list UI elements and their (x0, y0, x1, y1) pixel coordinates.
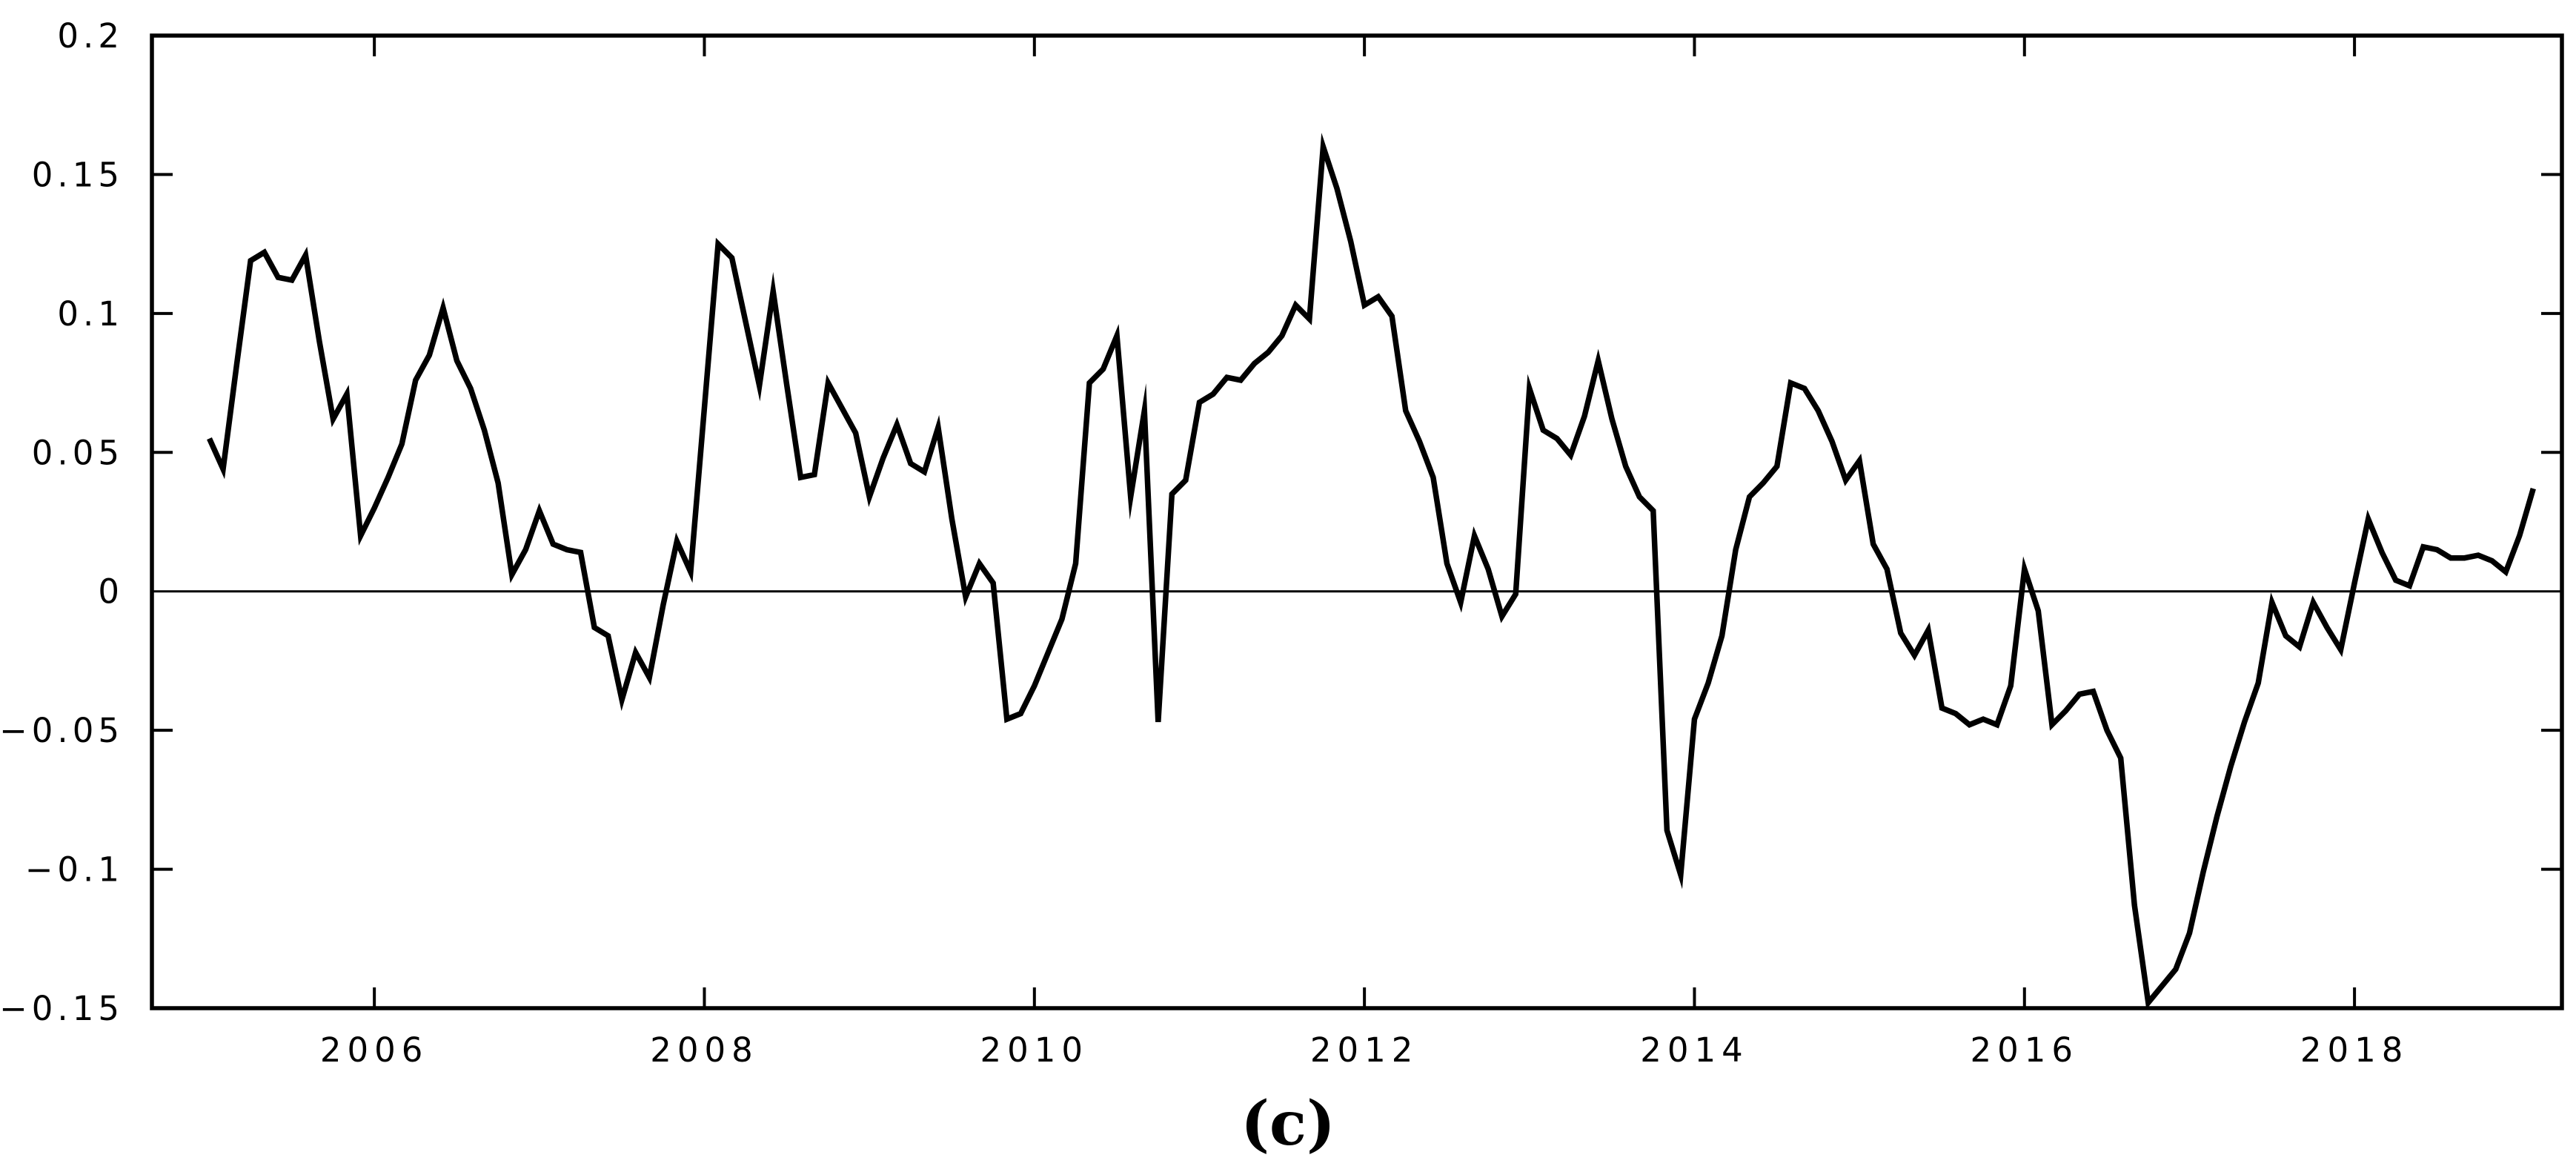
x-tick-label: 2008 (650, 1030, 759, 1070)
y-tick-label: −0.15 (0, 989, 124, 1028)
x-tick-label: 2014 (1640, 1030, 1749, 1070)
x-tick-label: 2012 (1310, 1030, 1419, 1070)
x-tick-label: 2010 (980, 1030, 1089, 1070)
axis-ticks (152, 36, 2562, 1008)
x-tick-label: 2018 (2300, 1030, 2409, 1070)
y-tick-label: 0.15 (32, 155, 124, 194)
x-tick-label: 2006 (320, 1030, 429, 1070)
x-axis-labels: 2006 2008 2010 2012 2014 2016 2018 (320, 1030, 2409, 1070)
y-tick-label: 0 (98, 572, 124, 612)
plot-border (150, 33, 2564, 1010)
y-tick-label: 0.05 (32, 433, 124, 472)
y-tick-label: 0.1 (57, 294, 124, 334)
y-tick-label: −0.1 (25, 850, 124, 890)
y-tick-label: 0.2 (57, 16, 124, 56)
figure-caption: (c) (1241, 1088, 1335, 1159)
y-tick-label: −0.05 (0, 711, 124, 750)
data-line (207, 133, 2536, 1010)
x-tick-label: 2016 (1971, 1030, 2079, 1070)
y-axis-labels: 0.2 0.15 0.1 0.05 0 −0.05 −0.1 −0.15 (0, 16, 124, 1028)
